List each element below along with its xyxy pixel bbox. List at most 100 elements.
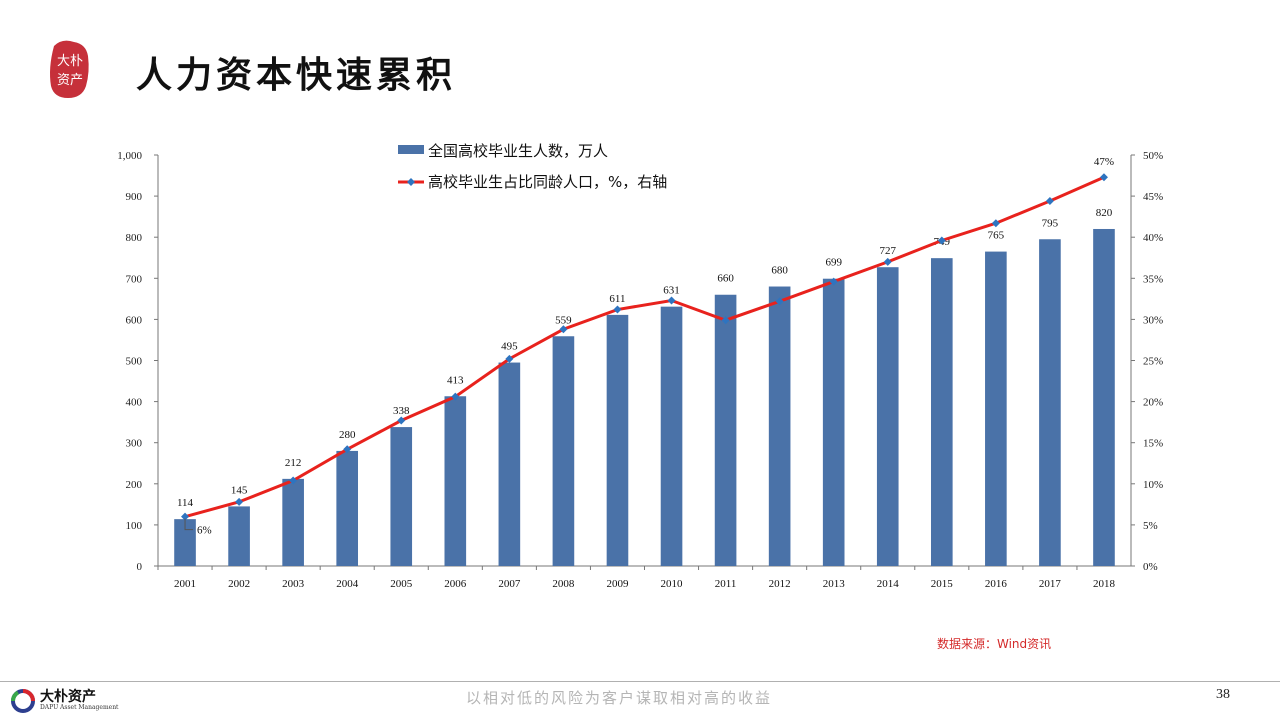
bar [985, 251, 1007, 566]
line-point-marker [505, 354, 514, 363]
line-point-marker [559, 325, 568, 334]
right-tick-label: 25% [1143, 356, 1163, 368]
bar [714, 294, 737, 566]
bar-value-label: 611 [609, 293, 625, 305]
line-point-marker [613, 305, 622, 314]
line-point-marker [451, 392, 460, 401]
line-point-marker [1045, 197, 1054, 206]
bar [390, 427, 413, 566]
right-tick-label: 20% [1143, 397, 1163, 409]
line-point-marker [181, 512, 190, 521]
footer-logo: 大朴资产 DAPU Asset Management [10, 686, 130, 716]
left-tick-label: 900 [126, 191, 143, 203]
bar-value-label: 413 [447, 374, 464, 386]
svg-text:大: 大 [57, 53, 70, 68]
legend-bar-label: 全国高校毕业生人数，万人 [428, 142, 608, 160]
footer-slogan: 以相对低的风险为客户谋取相对高的收益 [466, 689, 773, 707]
right-tick-label: 45% [1143, 191, 1163, 203]
bar [282, 478, 304, 566]
page-number: 38 [1216, 687, 1230, 702]
line-point-marker [1099, 173, 1108, 182]
bar-value-label: 212 [285, 457, 302, 469]
footer-divider [0, 681, 1280, 682]
x-tick-label: 2013 [823, 578, 846, 590]
bar [876, 267, 899, 566]
logo-ring-icon [11, 689, 35, 713]
footer-company-en: DAPU Asset Management [40, 704, 119, 711]
x-tick-label: 2009 [606, 578, 629, 590]
legend-bar-swatch [398, 145, 424, 154]
line-point-marker [235, 497, 244, 506]
legend-line-marker [407, 178, 415, 186]
line-point-marker [397, 416, 406, 425]
x-tick-label: 2006 [444, 578, 467, 590]
left-tick-label: 400 [126, 397, 143, 409]
x-tick-label: 2018 [1093, 578, 1116, 590]
x-tick-label: 2002 [228, 578, 250, 590]
footer-company-name: 大朴资产 [40, 689, 96, 705]
line-point-marker [883, 257, 892, 266]
bar [228, 506, 250, 566]
right-tick-label: 15% [1143, 438, 1163, 450]
bar-value-label: 795 [1042, 217, 1059, 229]
data-source-note: 数据来源：Wind资讯 [937, 637, 1052, 651]
line-annotation-first: 6% [197, 525, 212, 537]
svg-text:资: 资 [57, 72, 70, 87]
annotation-leader-line [184, 518, 194, 531]
x-tick-label: 2011 [715, 578, 737, 590]
bar-value-label: 631 [663, 285, 680, 297]
bar [444, 396, 467, 566]
bar [1039, 239, 1061, 566]
left-tick-label: 600 [126, 314, 143, 326]
left-tick-label: 1,000 [117, 150, 142, 162]
page-title: 人力资本快速累积 [136, 54, 457, 96]
x-tick-label: 2007 [498, 578, 521, 590]
bar-value-label: 114 [177, 497, 194, 509]
bar-value-label: 495 [501, 341, 518, 353]
bar [660, 306, 683, 566]
right-tick-label: 35% [1143, 273, 1163, 285]
bar-value-label: 820 [1096, 207, 1113, 219]
right-tick-label: 40% [1143, 232, 1163, 244]
line-point-marker [721, 316, 730, 325]
right-tick-label: 30% [1143, 314, 1163, 326]
bar-value-label: 660 [717, 273, 734, 285]
left-tick-label: 800 [126, 232, 143, 244]
left-tick-label: 500 [126, 356, 143, 368]
line-point-marker [667, 296, 676, 305]
bar-value-label: 765 [988, 230, 1005, 242]
left-tick-label: 100 [126, 520, 143, 532]
bar-value-label: 280 [339, 429, 356, 441]
svg-text:朴: 朴 [70, 53, 83, 68]
left-tick-label: 0 [137, 561, 143, 573]
right-tick-label: 0% [1143, 561, 1158, 573]
right-tick-label: 5% [1143, 520, 1158, 532]
left-tick-label: 700 [126, 273, 143, 285]
bar-value-label: 699 [825, 257, 842, 269]
line-point-marker [991, 219, 1000, 228]
line-annotation-last: 47% [1094, 156, 1114, 168]
bar [768, 286, 791, 566]
legend-line-label: 高校毕业生占比同龄人口，%，右轴 [428, 173, 667, 191]
line-point-marker [937, 236, 946, 245]
bar [606, 314, 629, 566]
line-series [184, 175, 1105, 519]
line-point-marker [775, 297, 784, 306]
x-tick-label: 2001 [174, 578, 196, 590]
line-point-marker [829, 277, 838, 286]
x-tick-label: 2015 [931, 578, 954, 590]
bar-value-label: 145 [231, 484, 248, 496]
left-tick-label: 200 [126, 479, 143, 491]
company-seal-logo: 大 朴 资 产 [48, 38, 90, 100]
svg-text:产: 产 [70, 72, 83, 87]
right-tick-label: 50% [1143, 150, 1163, 162]
bar [174, 519, 196, 566]
x-tick-label: 2010 [661, 578, 684, 590]
bar [1093, 228, 1115, 567]
bar-value-label: 680 [771, 265, 788, 277]
x-tick-label: 2014 [877, 578, 900, 590]
bar [336, 450, 359, 566]
x-tick-label: 2017 [1039, 578, 1062, 590]
bar-value-label: 338 [393, 405, 410, 417]
